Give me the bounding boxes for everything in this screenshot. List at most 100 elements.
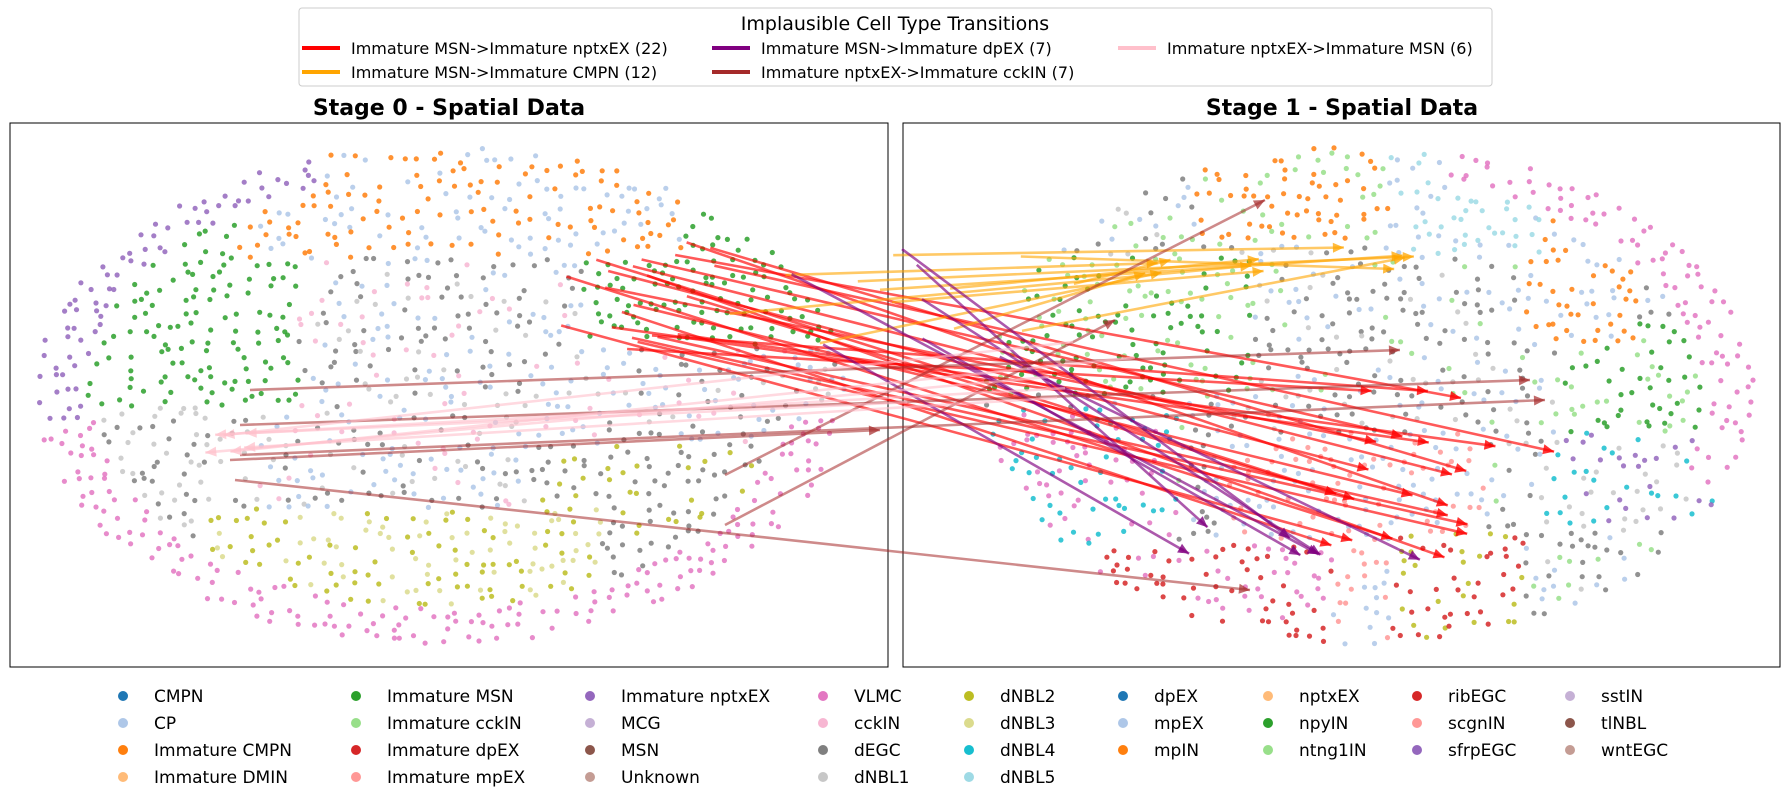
cell-point [1348, 249, 1354, 255]
cell-type-swatch [1412, 691, 1422, 701]
cell-point [1480, 426, 1486, 432]
cell-point [1334, 366, 1340, 373]
cell-point [1512, 297, 1518, 303]
cell-point [1442, 614, 1448, 620]
cell-point [516, 295, 522, 301]
cell-point [181, 471, 187, 477]
cell-point [640, 563, 646, 569]
cell-point [348, 229, 354, 235]
cell-point [1635, 463, 1642, 469]
cell-point [1567, 520, 1573, 526]
cell-point [1718, 333, 1724, 339]
cell-point [358, 611, 364, 617]
cell-point [319, 297, 325, 303]
cell-point [114, 303, 120, 309]
cell-point [1121, 528, 1127, 535]
cell-point [331, 623, 337, 629]
cell-point [1333, 182, 1339, 188]
cell-point [256, 170, 263, 176]
cell-point [335, 381, 341, 387]
cell-point [263, 232, 269, 238]
transition-arrows [205, 198, 1555, 594]
cell-point [275, 337, 281, 344]
cell-point [130, 430, 136, 436]
cell-point [1150, 553, 1156, 560]
cell-point [1258, 575, 1264, 581]
cell-point [1442, 328, 1448, 334]
cell-point [1344, 154, 1350, 160]
cell-point [425, 581, 431, 587]
cell-point [750, 287, 756, 293]
cell-point [357, 348, 363, 354]
cell-point [260, 414, 266, 420]
cell-point [638, 221, 644, 227]
cell-point [1662, 420, 1668, 426]
cell-point [560, 579, 567, 586]
cell-point [529, 635, 536, 641]
cell-point [1536, 385, 1543, 391]
cell-point [1421, 151, 1427, 157]
cell-point [157, 515, 163, 521]
cell-point [364, 628, 370, 634]
cell-point [508, 237, 514, 243]
cell-point [1748, 399, 1754, 405]
cell-point [1303, 296, 1309, 302]
cell-point [1617, 312, 1623, 318]
cell-point [1425, 606, 1431, 612]
cell-type-swatch [118, 772, 128, 782]
cell-point [796, 416, 802, 422]
cell-point [1140, 502, 1146, 508]
cell-point [1453, 238, 1459, 244]
cell-point [1684, 458, 1690, 464]
cell-point [1175, 203, 1181, 209]
cell-point [1579, 574, 1585, 580]
cell-point [1608, 321, 1614, 327]
cell-point [1484, 554, 1490, 560]
cell-point [532, 530, 538, 536]
cell-point [383, 468, 389, 474]
cell-point [1191, 517, 1197, 523]
cell-point [494, 179, 500, 185]
cell-point [1293, 286, 1299, 292]
cell-point [1448, 458, 1454, 465]
cell-point [1568, 311, 1574, 317]
cell-point [686, 454, 692, 460]
cell-point [1437, 634, 1443, 640]
cell-point [457, 160, 464, 166]
cell-point [454, 368, 460, 374]
cell-point [1047, 502, 1053, 508]
cell-point [517, 600, 523, 606]
cell-point [1228, 294, 1234, 301]
cell-point [1419, 254, 1425, 260]
cell-point [1370, 288, 1376, 294]
cell-point [1110, 568, 1116, 574]
cell-point [1179, 424, 1185, 431]
cell-point [1354, 296, 1360, 302]
cell-point [1500, 506, 1506, 512]
cell-point [1359, 454, 1365, 460]
cell-point [1596, 574, 1602, 580]
cell-point [1343, 165, 1349, 172]
transition-arrowhead [1432, 548, 1445, 559]
cell-point [443, 517, 449, 523]
cell-point [432, 475, 438, 481]
cell-point [690, 223, 696, 230]
cell-point [280, 275, 286, 281]
transition-arrowhead [1483, 439, 1496, 450]
cell-point [331, 510, 337, 517]
cell-point [1506, 467, 1512, 473]
cell-point [328, 152, 334, 158]
cell-point [1674, 462, 1680, 468]
cell-point [1387, 462, 1393, 468]
cell-point [206, 365, 212, 371]
cell-point [548, 583, 554, 589]
cell-point [1672, 285, 1678, 291]
cell-point [183, 311, 189, 317]
cell-point [403, 376, 410, 382]
cell-point [37, 373, 43, 379]
cell-point [739, 488, 746, 494]
cell-point [1216, 176, 1222, 183]
transition-arrowhead [1158, 257, 1171, 268]
cell-point [315, 321, 321, 327]
cell-point [1666, 311, 1672, 317]
